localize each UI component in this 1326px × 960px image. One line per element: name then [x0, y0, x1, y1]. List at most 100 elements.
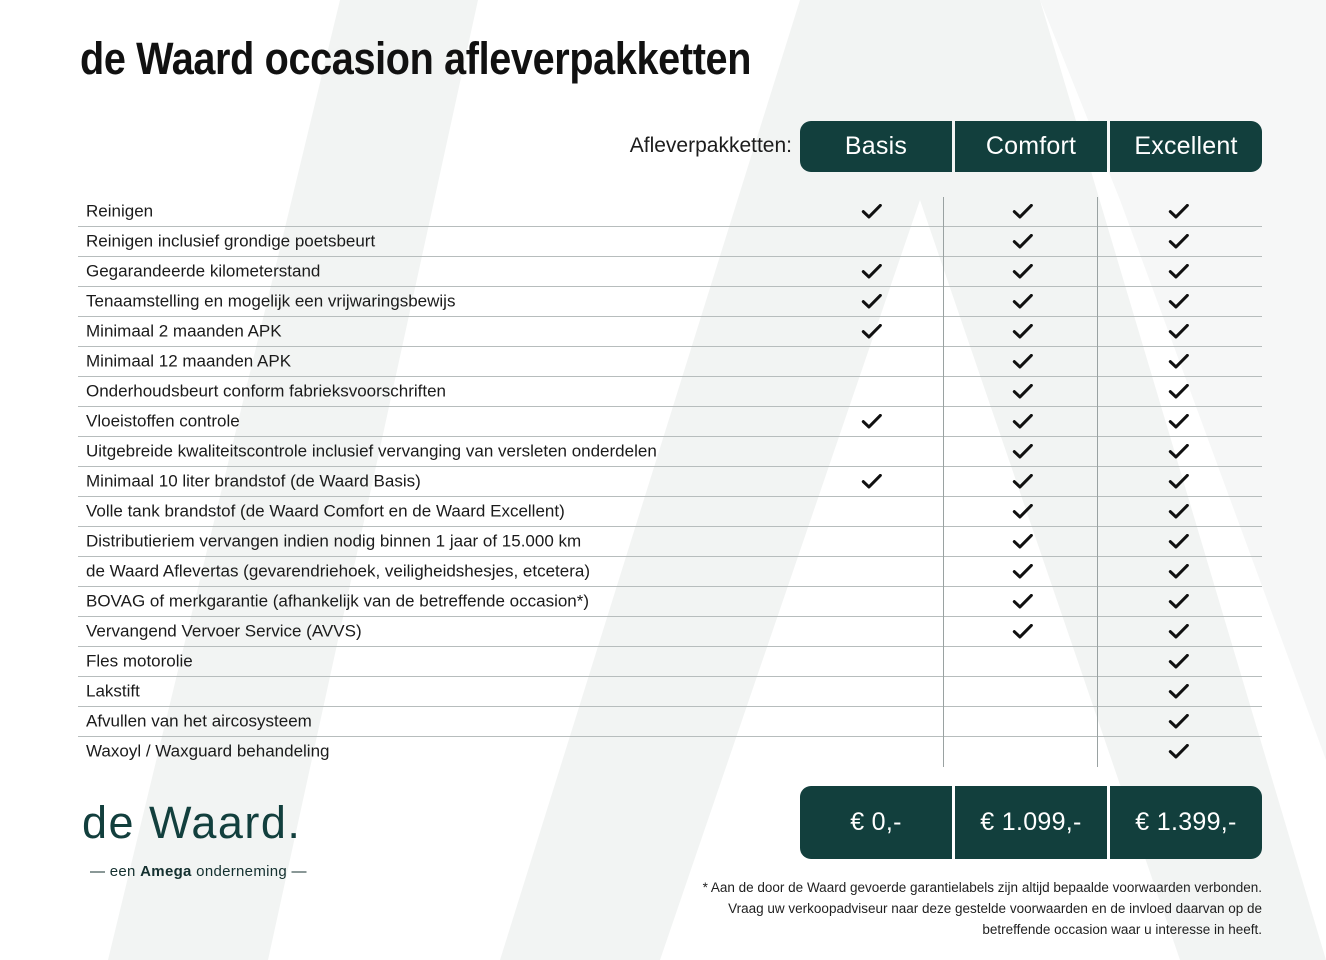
check-icon [1168, 324, 1189, 339]
check-icon [1168, 204, 1189, 219]
table-row: Fles motorolie [78, 647, 1262, 677]
check-icon [1168, 444, 1189, 459]
cell-basis [800, 677, 943, 707]
package-header-comfort[interactable]: Comfort [955, 121, 1107, 172]
price-excellent[interactable]: € 1.399,- [1110, 786, 1262, 859]
table-row: Tenaamstelling en mogelijk een vrijwarin… [78, 287, 1262, 317]
table-row: BOVAG of merkgarantie (afhankelijk van d… [78, 587, 1262, 617]
cell-excellent [1103, 467, 1255, 497]
cell-comfort [949, 707, 1097, 737]
cell-basis [800, 557, 943, 587]
table-row: Afvullen van het aircosysteem [78, 707, 1262, 737]
table-row: Lakstift [78, 677, 1262, 707]
feature-label: Minimaal 2 maanden APK [86, 321, 282, 341]
feature-label: Vervangend Vervoer Service (AVVS) [86, 621, 362, 641]
check-icon [1012, 324, 1033, 339]
cell-excellent [1103, 617, 1255, 647]
table-row: de Waard Aflevertas (gevarendriehoek, ve… [78, 557, 1262, 587]
logo-wordmark: de Waard. [82, 797, 302, 848]
check-icon [1168, 624, 1189, 639]
cell-comfort [949, 227, 1097, 257]
cell-basis [800, 467, 943, 497]
cell-comfort [949, 557, 1097, 587]
cell-basis [800, 227, 943, 257]
check-icon [861, 294, 882, 309]
check-icon [1168, 234, 1189, 249]
check-icon [1168, 714, 1189, 729]
cell-basis [800, 737, 943, 767]
cell-comfort [949, 437, 1097, 467]
price-basis[interactable]: € 0,- [800, 786, 952, 859]
cell-comfort [949, 527, 1097, 557]
table-row: Minimaal 2 maanden APK [78, 317, 1262, 347]
feature-label: Onderhoudsbeurt conform fabrieksvoorschr… [86, 381, 447, 401]
feature-label: Uitgebreide kwaliteitscontrole inclusief… [86, 441, 657, 461]
check-icon [1168, 534, 1189, 549]
check-icon [1168, 654, 1189, 669]
cell-excellent [1103, 527, 1255, 557]
feature-label: Volle tank brandstof (de Waard Comfort e… [86, 501, 565, 521]
cell-comfort [949, 617, 1097, 647]
cell-excellent [1103, 287, 1255, 317]
check-icon [1168, 684, 1189, 699]
check-icon [1012, 534, 1033, 549]
check-icon [1012, 204, 1033, 219]
cell-basis [800, 437, 943, 467]
table-row: Reinigen [78, 197, 1262, 227]
table-row: Onderhoudsbeurt conform fabrieksvoorschr… [78, 377, 1262, 407]
check-icon [1012, 594, 1033, 609]
check-icon [1012, 474, 1033, 489]
cell-excellent [1103, 737, 1255, 767]
package-header-bar: Basis Comfort Excellent [800, 121, 1262, 172]
check-icon [1012, 264, 1033, 279]
cell-excellent [1103, 497, 1255, 527]
feature-label: Minimaal 12 maanden APK [86, 351, 292, 371]
check-icon [1012, 444, 1033, 459]
cell-comfort [949, 197, 1097, 227]
cell-excellent [1103, 347, 1255, 377]
check-icon [861, 264, 882, 279]
check-icon [1168, 474, 1189, 489]
feature-label: Minimaal 10 liter brandstof (de Waard Ba… [86, 471, 421, 491]
check-icon [1168, 264, 1189, 279]
check-icon [1168, 414, 1189, 429]
package-header-basis[interactable]: Basis [800, 121, 952, 172]
cell-basis [800, 347, 943, 377]
cell-excellent [1103, 317, 1255, 347]
cell-excellent [1103, 557, 1255, 587]
feature-label: Distributieriem vervangen indien nodig b… [86, 531, 582, 551]
feature-label: Reinigen [86, 201, 154, 221]
column-divider-2 [1097, 197, 1098, 767]
cell-basis [800, 287, 943, 317]
cell-excellent [1103, 227, 1255, 257]
feature-label: BOVAG of merkgarantie (afhankelijk van d… [86, 591, 590, 611]
check-icon [861, 414, 882, 429]
table-row: Minimaal 12 maanden APK [78, 347, 1262, 377]
feature-label: de Waard Aflevertas (gevarendriehoek, ve… [86, 561, 590, 581]
cell-comfort [949, 317, 1097, 347]
check-icon [1168, 384, 1189, 399]
price-bar: € 0,- € 1.099,- € 1.399,- [800, 786, 1262, 859]
feature-label: Vloeistoffen controle [86, 411, 240, 431]
logo-tagline-brand: Amega [140, 863, 192, 880]
cell-excellent [1103, 677, 1255, 707]
check-icon [861, 474, 882, 489]
feature-label: Tenaamstelling en mogelijk een vrijwarin… [86, 291, 456, 311]
table-row: Volle tank brandstof (de Waard Comfort e… [78, 497, 1262, 527]
cell-comfort [949, 647, 1097, 677]
cell-basis [800, 317, 943, 347]
cell-excellent [1103, 707, 1255, 737]
check-icon [1168, 594, 1189, 609]
cell-excellent [1103, 197, 1255, 227]
cell-basis [800, 647, 943, 677]
cell-comfort [949, 377, 1097, 407]
feature-label: Fles motorolie [86, 651, 193, 671]
cell-basis [800, 587, 943, 617]
column-divider-1 [943, 197, 944, 767]
package-header-excellent[interactable]: Excellent [1110, 121, 1262, 172]
cell-basis [800, 527, 943, 557]
feature-label: Waxoyl / Waxguard behandeling [86, 741, 330, 761]
check-icon [1012, 504, 1033, 519]
check-icon [861, 324, 882, 339]
price-comfort[interactable]: € 1.099,- [955, 786, 1107, 859]
